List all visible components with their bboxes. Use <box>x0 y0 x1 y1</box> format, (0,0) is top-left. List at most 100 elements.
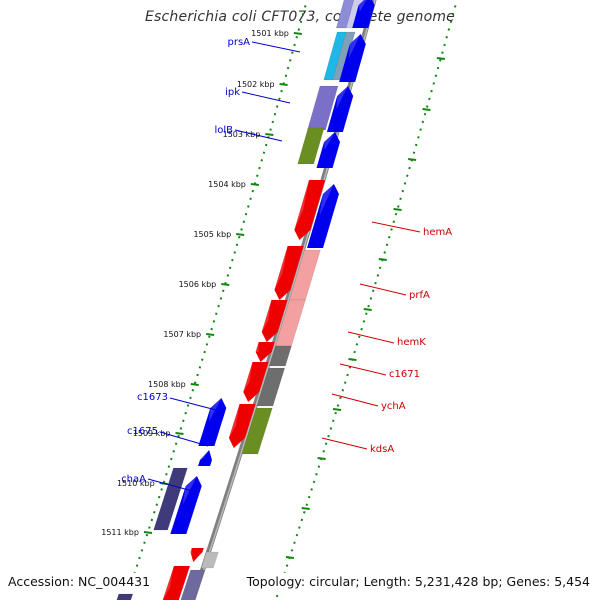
tick-mark <box>348 358 357 361</box>
tick-label: 1511 kbp <box>101 528 139 537</box>
tick-mark <box>236 233 245 236</box>
gene-label-connector <box>347 331 395 344</box>
gene-label-connector <box>241 91 291 104</box>
reverse-gene-arrow <box>162 566 190 600</box>
reverse-gene-arrow-body <box>162 566 190 600</box>
tick-mark <box>436 57 446 60</box>
map-title: Escherichia coli CFT073, complete genome <box>145 9 455 25</box>
gene-label-chaA: chaA <box>121 474 146 485</box>
reverse-gene-arrow-body <box>190 548 204 562</box>
tick-label: 1508 kbp <box>148 380 186 389</box>
tick-mark <box>363 308 372 311</box>
accession-footer: Accession: NC_004431 <box>6 573 153 590</box>
tick-label: 1510 kbp <box>117 479 155 488</box>
tick-label: 1501 kbp <box>251 29 289 38</box>
forward-gene-arrow-body <box>307 184 339 248</box>
gene-label-c1673: c1673 <box>137 392 168 403</box>
reverse-gene-arrow-shine <box>243 362 253 392</box>
tick-label: 1504 kbp <box>208 180 246 189</box>
forward-gene-arrow-shine <box>199 450 210 460</box>
reverse-gene-arrow-shine <box>228 404 240 438</box>
reverse-gene-arrow-shine <box>190 548 193 555</box>
gene-label-prfA: prfA <box>409 290 430 301</box>
tick-mark <box>317 457 326 460</box>
feature-block <box>241 407 273 455</box>
tick-label: 1503 kbp <box>223 130 261 139</box>
tick-mark <box>175 432 184 435</box>
gene-label-kdsA: kdsA <box>370 444 394 455</box>
tick-mark <box>378 258 387 261</box>
gene-label-connector <box>169 397 217 411</box>
reverse-gene-arrow-body <box>243 362 269 402</box>
forward-gene-arrow-shine <box>358 0 367 12</box>
reverse-gene-arrow-shine <box>261 300 272 332</box>
forward-gene-arrow-body <box>170 476 202 534</box>
forward-gene-arrow <box>316 132 341 168</box>
feature-block <box>180 569 205 600</box>
gene-label-connector <box>321 437 368 450</box>
gene-label-ipk: ipk <box>225 87 240 98</box>
forward-gene-arrow-shine <box>336 86 349 109</box>
forward-gene-arrow <box>198 450 212 466</box>
tick-mark <box>332 408 342 411</box>
reverse-gene-arrow-shine <box>274 246 288 290</box>
gene-label-connector <box>234 129 283 142</box>
tick-label: 1505 kbp <box>193 230 231 239</box>
forward-gene-arrow-body <box>326 86 354 132</box>
forward-gene-arrow-shine <box>324 132 335 150</box>
gene-label-c1671: c1671 <box>389 369 420 380</box>
reverse-gene-arrow-body <box>228 404 256 448</box>
forward-gene-arrow-body <box>339 34 366 82</box>
tick-mark <box>393 208 402 211</box>
reverse-gene-arrow-body <box>261 300 288 342</box>
reverse-gene-arrow <box>274 246 304 300</box>
tick-label: 1502 kbp <box>237 80 275 89</box>
gene-label-lolB: lolB <box>214 125 233 136</box>
feature-block <box>200 551 219 569</box>
gene-label-c1675: c1675 <box>127 426 158 437</box>
reverse-gene-arrow-shine <box>162 566 174 600</box>
forward-gene-arrow <box>339 34 366 82</box>
reverse-gene-arrow <box>255 342 275 362</box>
tick-label: 1507 kbp <box>163 330 201 339</box>
gene-label-connector <box>359 283 407 296</box>
forward-gene-arrow <box>326 86 354 132</box>
forward-gene-arrow-shine <box>348 34 361 58</box>
tick-mark <box>285 556 294 559</box>
gene-label-connector <box>147 478 197 493</box>
tick-mark <box>206 333 215 336</box>
tick-label: 1506 kbp <box>179 280 217 289</box>
forward-gene-arrow-body <box>316 132 341 168</box>
tick-mark <box>408 158 417 161</box>
gene-label-ychA: ychA <box>381 401 406 412</box>
reverse-gene-arrow-shine <box>294 180 310 230</box>
reverse-gene-arrow <box>261 300 288 342</box>
feature-block <box>268 345 292 367</box>
gene-label-hemK: hemK <box>397 337 426 348</box>
genome-stats-footer: Topology: circular; Length: 5,231,428 bp… <box>244 573 592 590</box>
reverse-gene-arrow-body <box>255 342 275 362</box>
tick-mark <box>250 183 260 186</box>
tick-mark <box>190 383 199 386</box>
forward-gene-arrow-body <box>198 398 227 446</box>
feature-block <box>307 85 339 131</box>
feature-block <box>153 467 188 531</box>
reverse-gene-arrow-body <box>294 180 326 240</box>
tick-mark <box>265 133 274 136</box>
tick-label: 1509 kbp <box>133 429 171 438</box>
tick-mark <box>293 32 303 35</box>
tick-mark <box>279 83 288 86</box>
reverse-gene-arrow-body <box>274 246 304 300</box>
feature-block <box>116 593 134 600</box>
forward-gene-arrow-body <box>198 450 212 466</box>
tick-mark <box>221 283 230 286</box>
reverse-gene-arrow <box>294 180 326 240</box>
forward-gene-arrow-shine <box>319 184 334 216</box>
forward-gene-arrow <box>198 398 227 446</box>
forward-gene-arrow <box>307 184 339 248</box>
gene-label-connector <box>251 41 301 53</box>
feature-block <box>297 127 325 165</box>
tick-mark <box>143 531 153 534</box>
reverse-gene-arrow <box>190 548 204 562</box>
